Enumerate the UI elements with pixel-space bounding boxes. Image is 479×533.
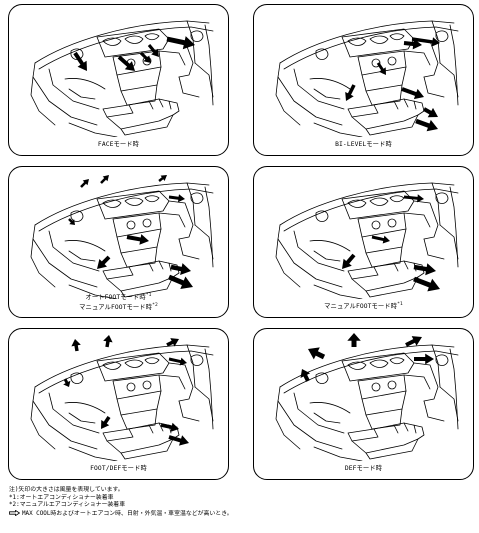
caption-text: FOOT/DEFモード時 — [90, 465, 147, 472]
caption-line: マニュアルFOOTモード時*1 — [254, 301, 473, 311]
caption-footnote-marker: *1 — [397, 302, 403, 307]
caption-line: DEFモード時 — [254, 465, 473, 473]
caption-footnote-marker: *1 — [145, 293, 152, 298]
caption-text: BI-LEVELモード時 — [335, 141, 392, 148]
face-dashboard-illustration — [30, 20, 214, 137]
face-caption: FACEモード時 — [9, 141, 228, 149]
caption-footnote-marker: *2 — [152, 303, 158, 308]
note-max-cool: MAX COOL時およびオートエアコン時、日射・外気温・車室温などが高いとき。 — [9, 509, 474, 519]
foot-auto-mode-panel: オートFOOTモード時*1 マニュアルFOOTモード時*2 — [8, 166, 229, 318]
foot-def-mode-panel: FOOT/DEFモード時 — [8, 328, 229, 480]
def-caption: DEFモード時 — [254, 465, 473, 473]
face-mode-panel: FACEモード時 — [8, 4, 229, 156]
foot-manual-caption: マニュアルFOOTモード時*1 — [254, 301, 473, 311]
caption-text: マニュアルFOOTモード時 — [324, 303, 398, 310]
bi-level-caption: BI-LEVELモード時 — [254, 141, 473, 149]
foot-manual-mode-panel: マニュアルFOOTモード時*1 — [253, 166, 474, 318]
caption-line: オートFOOTモード時*1 — [9, 292, 228, 302]
foot-def-caption: FOOT/DEFモード時 — [9, 465, 228, 473]
hollow-arrow-icon — [9, 509, 20, 516]
note-manual-ac: *2:マニュアルエアコンディショナー装着車 — [9, 502, 126, 509]
bi-level-mode-panel: BI-LEVELモード時 — [253, 4, 474, 156]
foot-manual-dashboard-illustration — [275, 182, 459, 299]
foot-auto-dashboard-illustration — [30, 175, 214, 299]
caption-line: FACEモード時 — [9, 141, 228, 149]
foot-def-dashboard-illustration — [30, 335, 214, 461]
def-dashboard-illustration — [275, 333, 459, 461]
note-arrow-size: 注)矢印の大きさは風量を表現しています。 — [9, 487, 124, 493]
caption-line: FOOT/DEFモード時 — [9, 465, 228, 473]
foot-auto-caption: オートFOOTモード時*1 マニュアルFOOTモード時*2 — [9, 292, 228, 312]
caption-text: オートFOOTモード時 — [85, 294, 146, 301]
note-auto-ac: *1:オートエアコンディショナー装着車 — [9, 494, 114, 501]
footnotes: 注)矢印の大きさは風量を表現しています。 *1:オートエアコンディショナー装着車… — [9, 487, 474, 518]
caption-line: マニュアルFOOTモード時*2 — [9, 302, 228, 312]
caption-text: マニュアルFOOTモード時 — [79, 304, 153, 311]
bi-level-dashboard-illustration — [275, 20, 459, 137]
def-mode-panel: DEFモード時 — [253, 328, 474, 480]
caption-text: DEFモード時 — [344, 465, 383, 472]
caption-line: BI-LEVELモード時 — [254, 141, 473, 149]
caption-text: FACEモード時 — [97, 141, 140, 148]
note-max-cool-text: MAX COOL時およびオートエアコン時、日射・外気温・車室温などが高いとき。 — [22, 510, 233, 517]
